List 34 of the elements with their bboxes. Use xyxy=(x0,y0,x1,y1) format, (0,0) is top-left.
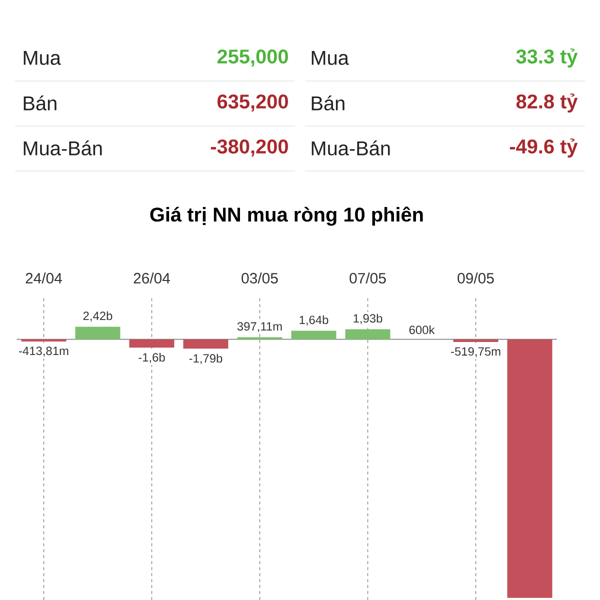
x-tick-label: 03/05 xyxy=(242,272,278,284)
text: 33.3 tỷ xyxy=(516,48,578,68)
text: 82.8 tỷ xyxy=(516,93,578,113)
x-tick-label: 09/05 xyxy=(458,272,494,284)
data-label: 397,11m xyxy=(237,322,282,332)
text: 635,200 xyxy=(218,94,288,112)
x-tick-label: 07/05 xyxy=(350,272,386,284)
data-label: -1,79b xyxy=(189,354,222,364)
bar xyxy=(75,326,120,340)
text: -380,200 xyxy=(210,140,288,156)
data-label: 600k xyxy=(409,325,435,334)
data-label: -1,6b xyxy=(138,352,165,364)
bar xyxy=(129,339,174,348)
data-label: 2,42b xyxy=(83,311,112,322)
data-label: 1,64b xyxy=(300,315,328,326)
text: 255,000 xyxy=(217,50,288,66)
chart-title: Giá trị NN mua ròng 10 phiên xyxy=(150,206,423,226)
text: Mua xyxy=(312,51,349,65)
text: Mua xyxy=(24,51,61,65)
text: Mua-Bán xyxy=(312,140,390,156)
bar xyxy=(345,329,390,340)
data-label: -413,81m xyxy=(19,346,68,357)
bar xyxy=(453,339,498,342)
text: Mua-Bán xyxy=(24,140,102,156)
bar xyxy=(507,339,552,598)
x-tick-label: 24/04 xyxy=(26,272,62,284)
x-tick-label: 26/04 xyxy=(134,272,170,284)
text: Bán xyxy=(312,96,344,110)
data-label: 1,93b xyxy=(354,314,382,324)
text: -49.6 tỷ xyxy=(510,138,578,158)
text: Bán xyxy=(24,96,56,110)
bar xyxy=(291,330,336,340)
data-label: -519,75m xyxy=(451,347,500,358)
bar xyxy=(183,339,228,349)
